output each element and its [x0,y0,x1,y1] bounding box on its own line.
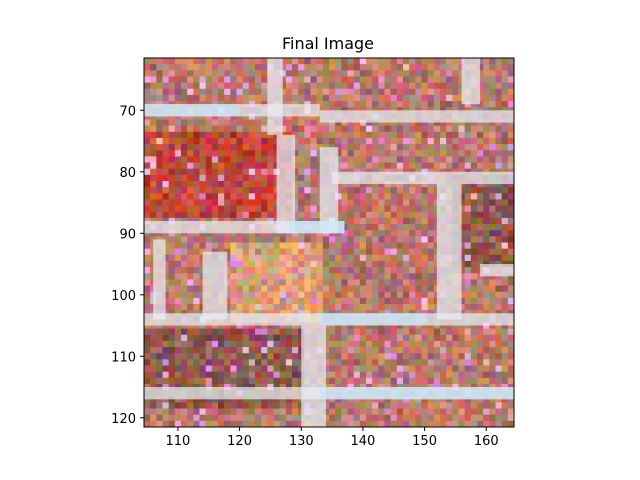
x-tick-label: 150 [412,434,437,449]
plot-frame [143,57,515,428]
chart-title: Final Image [282,34,374,53]
x-axis: 110 120 130 140 150 160 [166,427,499,449]
y-tick-label: 100 [111,289,136,304]
y-tick-label: 110 [111,350,136,365]
y-tick-label: 90 [119,227,136,242]
y-tick-label: 80 [119,166,136,181]
y-axis: 70 80 90 100 110 120 [111,104,144,427]
y-tick-label: 120 [111,412,136,427]
brick-structure [144,58,514,427]
x-tick-label: 140 [351,434,376,449]
x-tick-label: 120 [227,434,252,449]
y-tick-label: 70 [119,104,136,119]
x-tick-label: 110 [166,434,191,449]
x-tick-label: 130 [289,434,314,449]
x-tick-label: 160 [474,434,499,449]
